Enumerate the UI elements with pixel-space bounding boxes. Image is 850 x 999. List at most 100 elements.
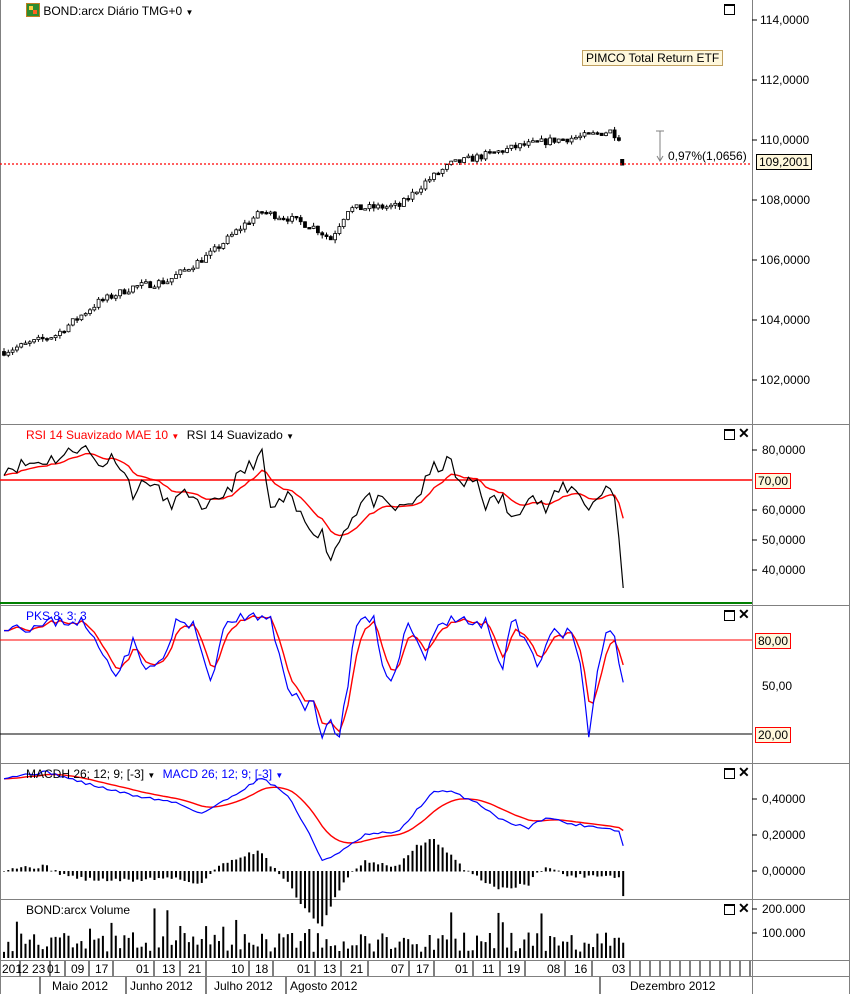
candle-body [539, 138, 544, 142]
candle-body [324, 234, 329, 237]
macd-panel[interactable] [3, 770, 625, 927]
y-tick-label: 80,0000 [762, 443, 806, 457]
candle-body [88, 309, 92, 314]
maximize-icon[interactable] [724, 610, 735, 623]
rsi-header[interactable]: RSI 14 Suavizado MAE 10 ▼ RSI 14 Suaviza… [26, 428, 294, 442]
candle-body [578, 135, 583, 139]
x-day-label: 10 [231, 962, 245, 976]
candle-body [436, 172, 441, 176]
candle-body [569, 137, 574, 143]
candle-body [427, 179, 432, 182]
candle-body [290, 215, 295, 222]
change-arrow-icon [656, 155, 664, 162]
candle-body [453, 159, 458, 162]
candle-body [363, 208, 368, 211]
candle-body [470, 155, 475, 162]
volume-title[interactable]: BOND:arcx Volume [26, 903, 131, 917]
y-tick-label: 100.000 [762, 926, 806, 940]
y-tick-label: 0,40000 [762, 792, 806, 806]
candle-body [449, 160, 454, 165]
volume-header[interactable]: BOND:arcx Volume [26, 903, 130, 917]
candle-body [105, 294, 110, 301]
pks-d-line [3, 614, 624, 733]
volume-panel[interactable] [3, 908, 625, 958]
candle-body [96, 298, 101, 308]
candle-body [376, 204, 381, 209]
candle-body [27, 341, 32, 344]
maximize-icon[interactable] [724, 904, 735, 917]
close-icon[interactable]: ✕ [738, 764, 750, 780]
close-icon[interactable]: ✕ [738, 900, 750, 916]
chevron-down-icon[interactable]: ▼ [171, 432, 180, 441]
macd-header[interactable]: MACDH 26; 12; 9; [-3] ▼ MACD 26; 12; 9; … [26, 767, 283, 781]
candle-body [199, 260, 204, 263]
close-icon[interactable]: ✕ [738, 606, 750, 622]
rsi-panel[interactable] [0, 444, 752, 604]
chevron-down-icon[interactable]: ▼ [147, 771, 156, 780]
chevron-down-icon[interactable]: ▼ [185, 8, 194, 17]
candle-body [548, 137, 552, 146]
pks-header[interactable]: PKS 8; 3; 3 [26, 609, 87, 623]
x-day-label: 13 [162, 962, 176, 976]
pks-panel[interactable] [0, 612, 752, 740]
y-tick-label: 50,0000 [762, 533, 806, 547]
candle-body [53, 335, 58, 339]
macd-title[interactable]: MACD 26; 12; 9; [-3] [162, 767, 273, 781]
candle-body [131, 285, 135, 293]
x-day-label: 07 [391, 962, 405, 976]
candle-body-last [620, 159, 625, 166]
candle-body [599, 132, 604, 136]
candle-body [337, 226, 342, 234]
x-day-label: 17 [416, 962, 430, 976]
x-day-label: 01 [47, 962, 61, 976]
candle-body [513, 144, 518, 149]
candle-body [264, 211, 269, 215]
maximize-icon[interactable] [724, 429, 735, 442]
candle-body [350, 207, 355, 212]
x-month-label: Agosto 2012 [290, 979, 358, 993]
change-label: 0,97%(1,0656) [668, 149, 747, 163]
instrument-header[interactable]: BOND:arcx Diário TMG+0 ▼ [26, 3, 193, 18]
price-panel[interactable] [0, 126, 752, 358]
y-tick-label: 110,0000 [760, 133, 809, 147]
candle-body [45, 338, 49, 341]
rsi-level-label: 70,00 [755, 473, 792, 489]
instrument-title[interactable]: BOND:arcx Diário TMG+0 [43, 4, 183, 18]
x-day-label: 01 [136, 962, 150, 976]
candle-body [165, 281, 170, 285]
candle-body [14, 346, 19, 351]
rsi-ma-title[interactable]: RSI 14 Suavizado MAE 10 [26, 428, 169, 442]
candle-body [251, 217, 256, 224]
x-day-label: 03 [612, 962, 626, 976]
chevron-down-icon[interactable]: ▼ [275, 771, 284, 780]
candle-body [242, 222, 247, 230]
candle-body [2, 351, 6, 356]
close-icon[interactable]: ✕ [738, 425, 750, 441]
candle-body [531, 140, 535, 143]
candle-body [182, 269, 187, 272]
candle-body [195, 260, 200, 269]
macdh-title[interactable]: MACDH 26; 12; 9; [-3] [26, 767, 145, 781]
candle-body [191, 267, 196, 271]
y-tick-label: 102,0000 [760, 373, 810, 387]
candle-body [406, 198, 411, 201]
candle-body [161, 280, 166, 285]
candle-body [552, 137, 557, 143]
x-month-label: Dezembro 2012 [630, 979, 716, 993]
maximize-icon[interactable] [724, 768, 735, 781]
x-day-label: 18 [255, 962, 269, 976]
pks-title[interactable]: PKS 8; 3; 3 [26, 609, 87, 623]
rsi-title[interactable]: RSI 14 Suavizado [186, 428, 283, 442]
candle-body [612, 129, 617, 139]
candle-body [260, 211, 264, 214]
candle-body [285, 218, 290, 222]
x-day-label: 11 [482, 962, 495, 976]
chevron-down-icon[interactable]: ▼ [286, 432, 295, 441]
candle-body [186, 269, 191, 272]
maximize-icon[interactable] [724, 4, 735, 17]
candle-body [204, 254, 209, 263]
candle-body [371, 204, 376, 209]
candle-body [522, 143, 527, 146]
pks-mid-label: 50,00 [762, 679, 793, 693]
